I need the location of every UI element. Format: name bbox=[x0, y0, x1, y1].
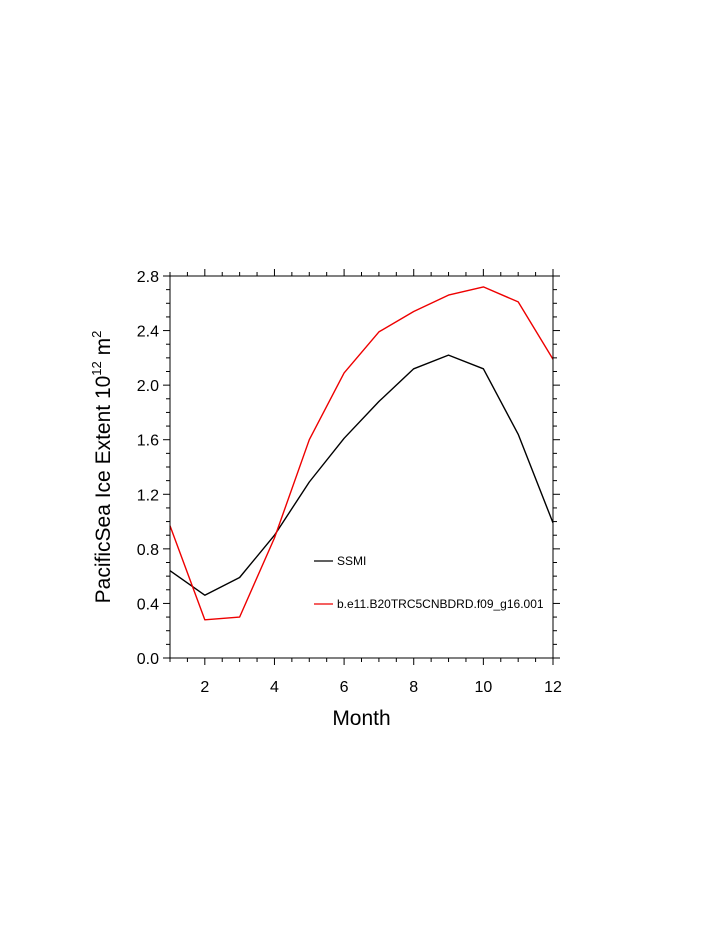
y-axis-title-unit: m bbox=[92, 338, 115, 361]
y-tick-label: 2.0 bbox=[137, 378, 159, 395]
plot-frame bbox=[169, 275, 554, 659]
x-tick-label: 2 bbox=[200, 679, 209, 696]
x-tick-label: 6 bbox=[340, 679, 349, 696]
x-tick-label: 4 bbox=[270, 679, 279, 696]
y-axis-title-main: PacificSea Ice Extent 10 bbox=[92, 376, 115, 604]
series-line-0 bbox=[169, 354, 554, 596]
y-tick-label: 0.8 bbox=[137, 542, 159, 559]
y-tick-label: 1.2 bbox=[137, 487, 159, 504]
x-axis-title: Month bbox=[332, 707, 390, 730]
x-tick-label: 8 bbox=[409, 679, 418, 696]
legend: SSMI b.e11.B20TRC5CNBDRD.f09_g16.001 bbox=[314, 554, 544, 611]
y-axis-title: PacificSea Ice Extent 1012 m2 bbox=[89, 331, 115, 604]
y-tick-label: 0.4 bbox=[137, 596, 159, 613]
axis-ticks bbox=[163, 269, 560, 665]
y-tick-label: 0.0 bbox=[137, 651, 159, 668]
series-lines bbox=[169, 286, 554, 621]
x-tick-label: 12 bbox=[544, 679, 562, 696]
series-line-1 bbox=[169, 286, 554, 621]
x-tick-label: 10 bbox=[474, 679, 492, 696]
y-tick-label: 2.4 bbox=[137, 324, 159, 341]
y-axis-title-exponent: 12 bbox=[89, 361, 104, 375]
tick-labels: 0.0 0.4 0.8 1.2 1.6 2.0 2.4 2.8 2 4 6 8 10 12 bbox=[137, 269, 562, 696]
y-tick-label: 1.6 bbox=[137, 433, 159, 450]
y-axis-title-unit-exponent: 2 bbox=[89, 331, 104, 338]
y-tick-label: 2.8 bbox=[137, 269, 159, 286]
legend-label-model: b.e11.B20TRC5CNBDRD.f09_g16.001 bbox=[337, 597, 544, 611]
legend-label-ssmi: SSMI bbox=[337, 554, 366, 568]
